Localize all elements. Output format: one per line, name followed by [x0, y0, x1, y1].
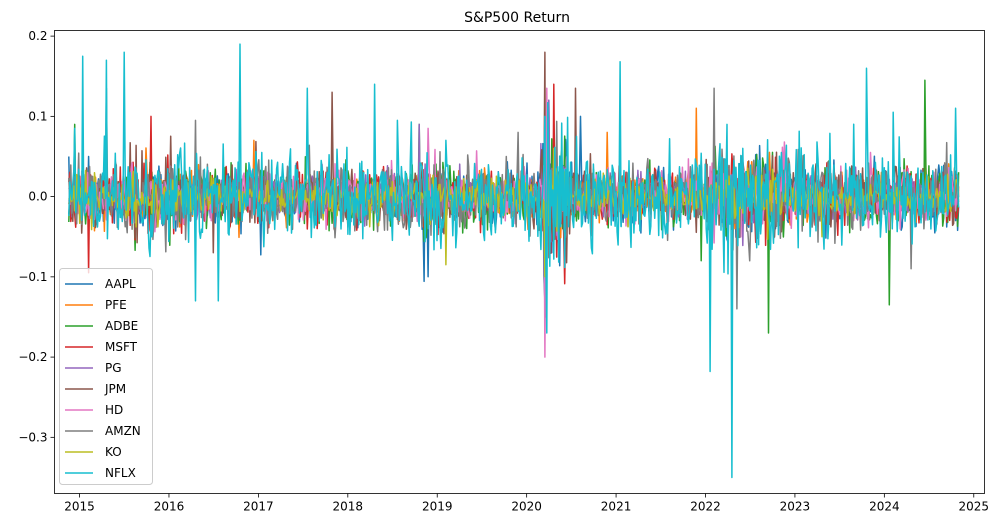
legend-label-nflx: NFLX — [105, 466, 136, 480]
x-tick-label: 2015 — [64, 500, 95, 514]
legend: AAPL PFE ADBE MSFT PG JPM HD AMZN KO NFLX — [59, 268, 153, 485]
y-tick-label: 0.1 — [28, 109, 47, 123]
legend-label-amzn: AMZN — [105, 424, 141, 438]
x-tick-label: 2018 — [333, 500, 364, 514]
legend-label-jpm: JPM — [104, 382, 126, 396]
plot-area — [54, 30, 985, 494]
x-tick-label: 2024 — [869, 500, 900, 514]
legend-label-pg: PG — [105, 361, 122, 375]
y-tick-label: 0.0 — [28, 190, 47, 204]
x-tick-label: 2019 — [422, 500, 453, 514]
series-group — [68, 43, 960, 479]
x-tick-label: 2025 — [958, 500, 989, 514]
legend-label-adbe: ADBE — [105, 319, 138, 333]
legend-label-msft: MSFT — [105, 340, 138, 354]
y-tick-label: −0.3 — [18, 430, 47, 444]
legend-label-pfe: PFE — [105, 298, 127, 312]
y-tick-label: −0.1 — [18, 270, 47, 284]
x-tick-label: 2023 — [780, 500, 811, 514]
x-axis: 2015 2016 2017 2018 2019 2020 2021 2022 2023 2024… — [64, 493, 989, 514]
x-tick-label: 2017 — [243, 500, 274, 514]
legend-label-hd: HD — [105, 403, 123, 417]
x-tick-label: 2022 — [690, 500, 721, 514]
chart-title: S&P500 Return — [464, 10, 570, 26]
x-tick-label: 2021 — [601, 500, 632, 514]
axes-frame — [54, 30, 985, 494]
series-line-nflx — [68, 43, 960, 479]
x-tick-label: 2020 — [511, 500, 542, 514]
y-axis: 0.2 0.1 0.0 −0.1 −0.2 −0.3 — [18, 29, 55, 444]
legend-label-aapl: AAPL — [105, 277, 136, 291]
axes-background — [54, 30, 985, 494]
y-tick-label: 0.2 — [28, 29, 47, 43]
x-tick-label: 2016 — [154, 500, 185, 514]
y-tick-label: −0.2 — [18, 350, 47, 364]
legend-items: AAPL PFE ADBE MSFT PG JPM HD AMZN KO NFLX — [65, 277, 141, 480]
legend-label-ko: KO — [105, 445, 122, 459]
